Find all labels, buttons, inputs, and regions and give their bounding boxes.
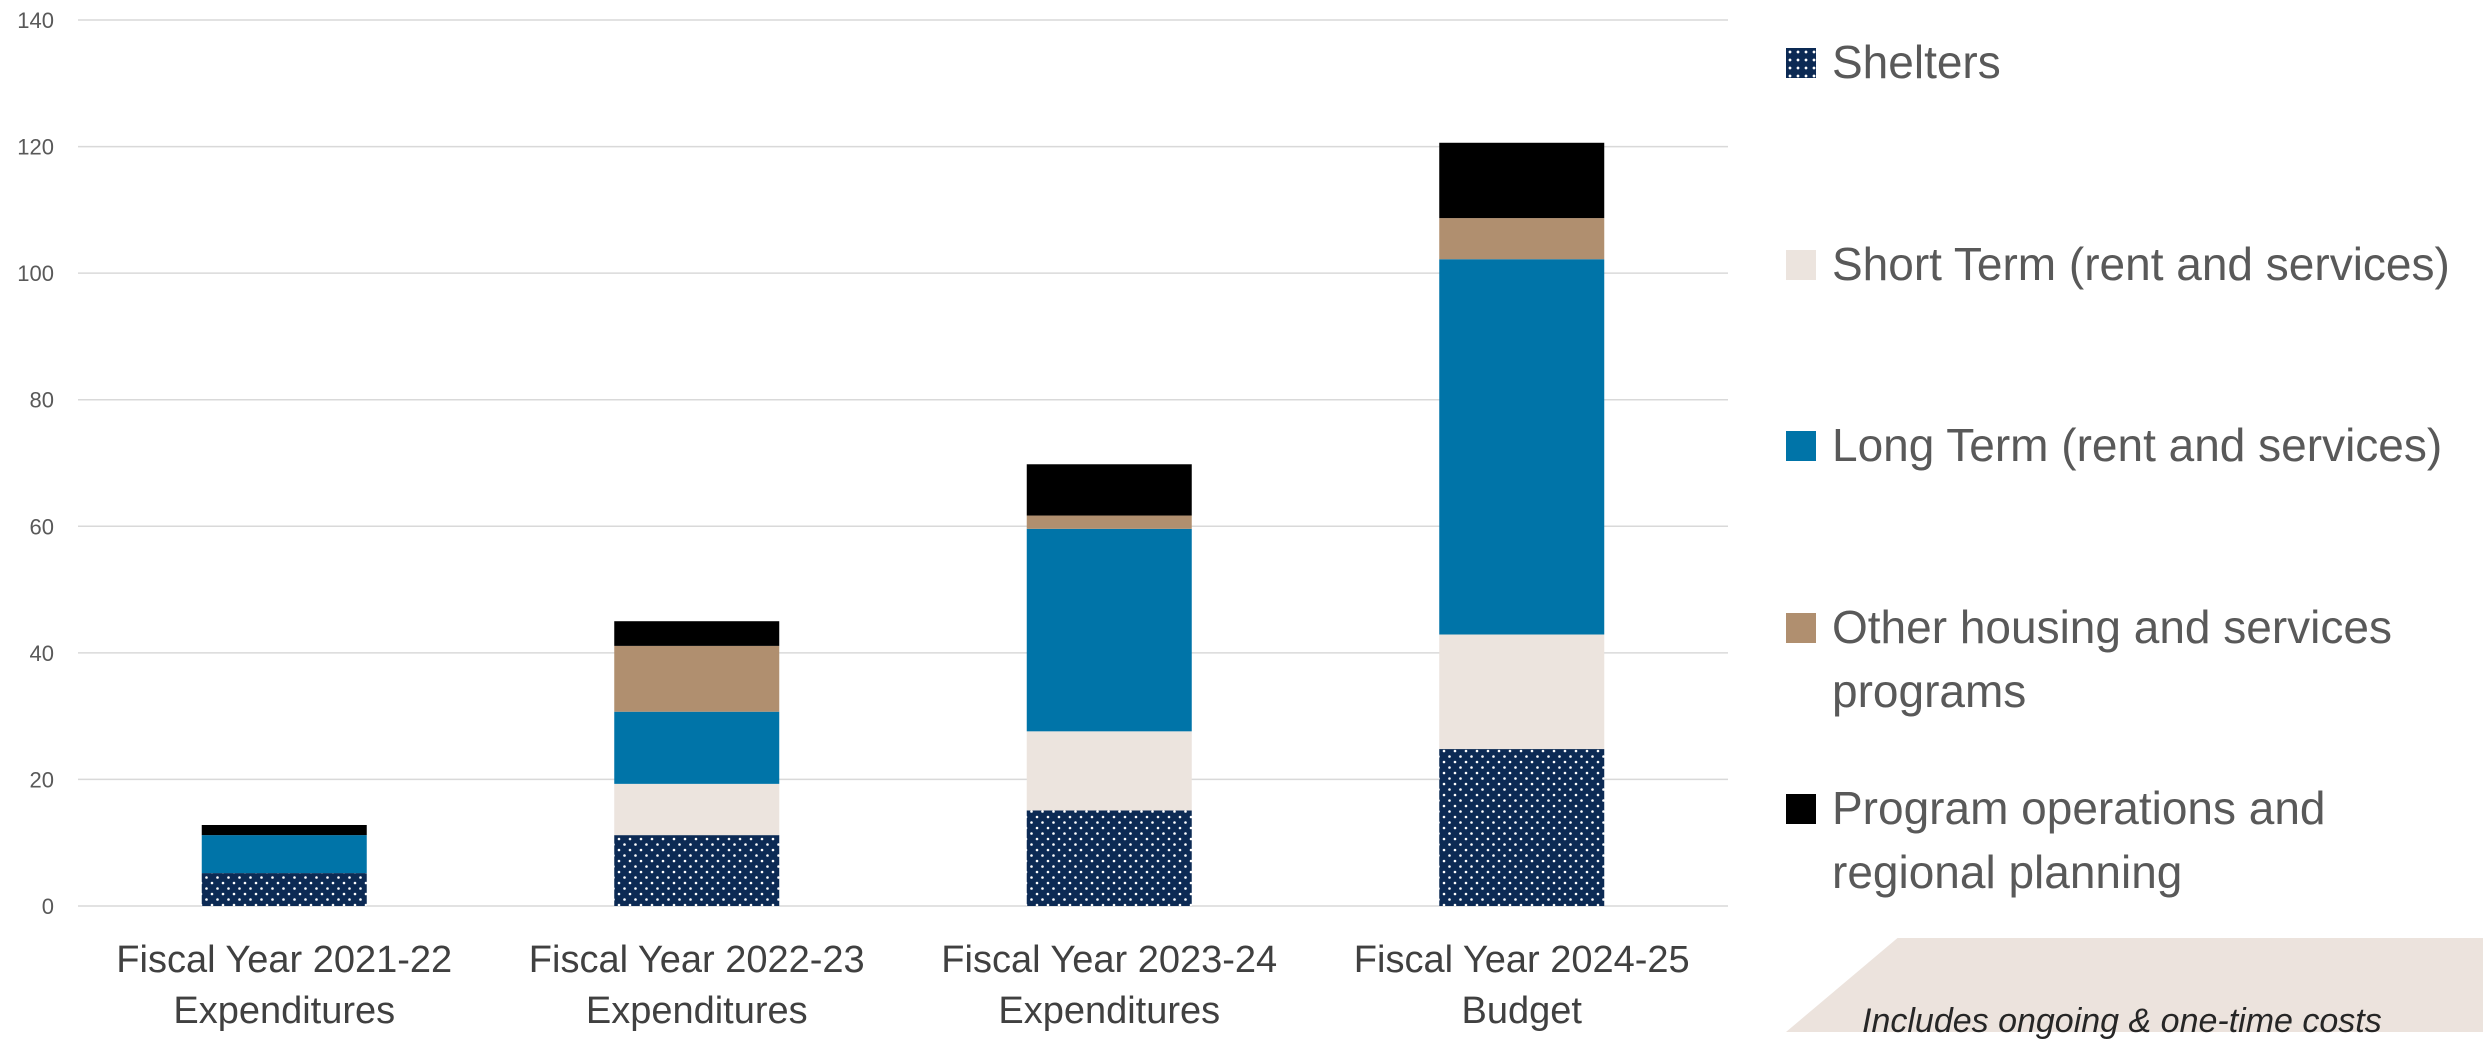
y-tick-label: 140 (17, 8, 54, 33)
legend-swatch-shelters (1786, 48, 1816, 78)
x-category-label-line: Fiscal Year 2022-23 (529, 939, 865, 981)
gridlines (78, 19, 1728, 907)
x-category-label-line: Expenditures (998, 990, 1220, 1032)
bar-segment-1-1 (614, 783, 780, 836)
y-tick-label: 80 (30, 388, 54, 413)
x-category-label-line: Fiscal Year 2023-24 (941, 939, 1277, 981)
y-tick-label: 100 (17, 261, 54, 286)
legend-label-long-term: Long Term (rent and services) (1832, 419, 2443, 471)
x-category-label-line: Fiscal Year 2021-22 (116, 939, 452, 981)
bar-segment-2-4 (1026, 464, 1192, 516)
y-tick-label: 120 (17, 135, 54, 160)
bar-segment-1-0 (614, 835, 780, 906)
bar-segment-3-4 (1439, 142, 1605, 219)
x-category-label-line: Expenditures (586, 990, 808, 1032)
legend-item-shelters: Shelters (1786, 30, 2476, 94)
bar-segment-1-2 (614, 711, 780, 784)
legend-label-shelters: Shelters (1832, 36, 2001, 88)
y-tick-label: 60 (30, 514, 54, 539)
annotation-text: Includes ongoing & one-time costs (1862, 1002, 2382, 1040)
x-category-label-1: Fiscal Year 2022-23 Expenditures (529, 939, 865, 1032)
bar-segment-1-3 (614, 645, 780, 712)
bar-segment-2-2 (1026, 528, 1192, 732)
y-tick-label: 40 (30, 641, 54, 666)
legend-swatch-other-housing (1786, 613, 1816, 643)
legend-item-other-housing: Other housing and services programs (1786, 595, 2476, 723)
legend-item-program-operations: Program operations and regional planning (1786, 776, 2476, 904)
bar-segment-2-1 (1026, 731, 1192, 811)
legend-item-short-term: Short Term (rent and services) (1786, 232, 2476, 296)
y-tick-label: 20 (30, 767, 54, 792)
bar-segment-1-4 (614, 621, 780, 646)
bar-segment-3-0 (1439, 749, 1605, 906)
bar-segment-0-4 (201, 824, 367, 836)
legend-swatch-long-term (1786, 431, 1816, 461)
legend-swatch-short-term (1786, 250, 1816, 280)
x-category-label-0: Fiscal Year 2021-22 Expenditures (116, 939, 452, 1032)
legend-item-long-term: Long Term (rent and services) (1786, 413, 2476, 477)
annotation-box (1786, 938, 2483, 1032)
legend-label-other-housing: Other housing and services programs (1832, 601, 2392, 717)
y-tick-label: 0 (42, 894, 54, 919)
x-category-label-line: Fiscal Year 2024-25 (1354, 939, 1690, 981)
x-category-label-3: Fiscal Year 2024-25 Budget (1354, 939, 1690, 1032)
x-category-label-line: Budget (1462, 990, 1583, 1032)
legend-label-program-operations: Program operations and regional planning (1832, 782, 2326, 898)
x-category-label-2: Fiscal Year 2023-24 Expenditures (941, 939, 1277, 1032)
legend-swatch-program-operations (1786, 794, 1816, 824)
y-axis-ticks: 0 20 40 60 80 100 120 140 (17, 8, 54, 919)
bar-segment-0-0 (201, 873, 367, 906)
legend-label-short-term: Short Term (rent and services) (1832, 238, 2450, 290)
bar-segment-3-1 (1439, 634, 1605, 750)
bar-segment-0-2 (201, 835, 367, 874)
bars (201, 142, 1605, 906)
x-category-label-line: Expenditures (173, 990, 395, 1032)
bar-segment-2-0 (1026, 810, 1192, 906)
bar-segment-2-3 (1026, 515, 1192, 529)
bar-segment-3-2 (1439, 259, 1605, 635)
bar-segment-3-3 (1439, 218, 1605, 260)
